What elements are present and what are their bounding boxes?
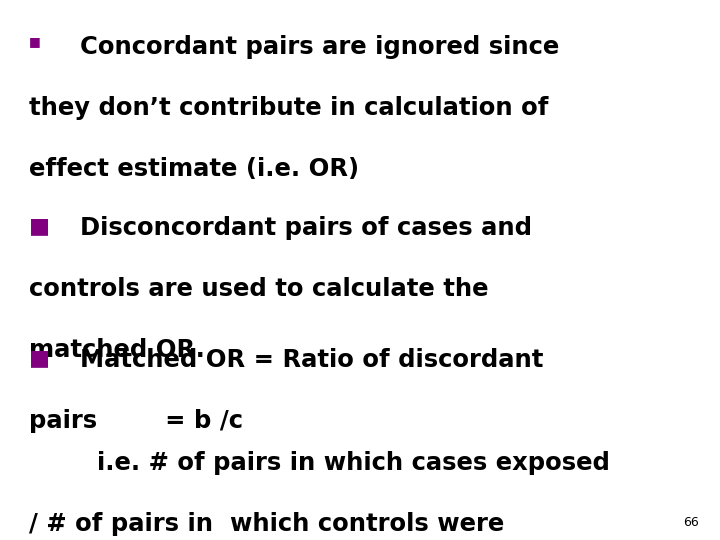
Text: Disconcordant pairs of cases and: Disconcordant pairs of cases and [29, 216, 532, 240]
Text: matched OR.: matched OR. [29, 338, 204, 362]
Text: ■: ■ [29, 348, 50, 368]
Text: ■: ■ [29, 35, 40, 48]
Text: effect estimate (i.e. OR): effect estimate (i.e. OR) [29, 157, 359, 181]
Text: Matched OR = Ratio of discordant: Matched OR = Ratio of discordant [29, 348, 543, 372]
Text: they don’t contribute in calculation of: they don’t contribute in calculation of [29, 96, 548, 120]
Text: ■: ■ [29, 216, 50, 236]
Text: / # of pairs in  which controls were: / # of pairs in which controls were [29, 512, 504, 536]
Text: i.e. # of pairs in which cases exposed: i.e. # of pairs in which cases exposed [29, 451, 610, 475]
Text: pairs        = b /c: pairs = b /c [29, 409, 243, 433]
Text: 66: 66 [683, 516, 698, 529]
Text: controls are used to calculate the: controls are used to calculate the [29, 277, 488, 301]
Text: Concordant pairs are ignored since: Concordant pairs are ignored since [29, 35, 559, 59]
